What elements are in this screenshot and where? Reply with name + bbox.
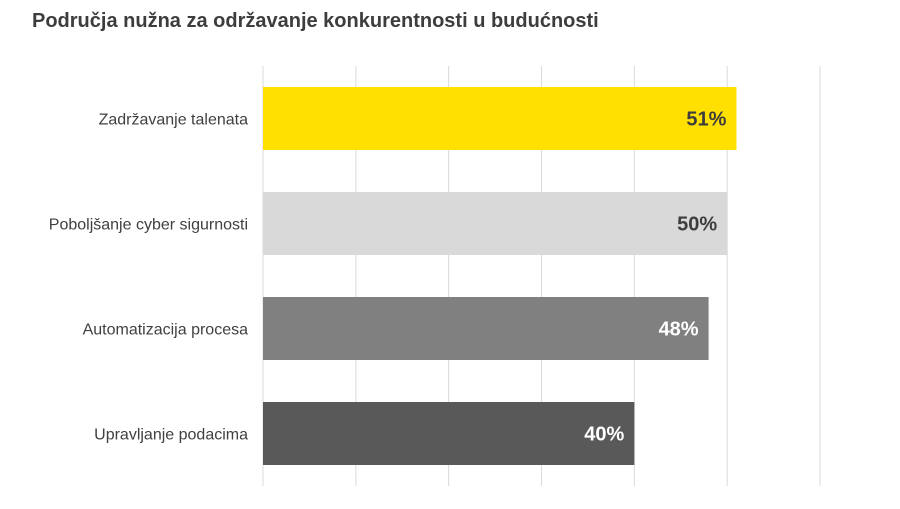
data-label: 50%	[677, 214, 717, 236]
chart-title: Područja nužna za održavanje konkurentno…	[32, 10, 599, 32]
category-label: Upravljanje podacima	[94, 427, 248, 444]
bar	[263, 192, 728, 255]
bar	[263, 402, 635, 465]
bar	[263, 297, 709, 360]
category-label: Automatizacija procesa	[83, 322, 249, 339]
category-label: Zadržavanje talenata	[99, 112, 249, 129]
labels: Zadržavanje talenata 51% Poboljšanje cyber…	[49, 109, 727, 446]
category-label: Poboljšanje cyber sigurnosti	[49, 217, 248, 234]
data-label: 51%	[686, 109, 726, 131]
bar	[263, 87, 737, 150]
data-label: 48%	[659, 319, 699, 341]
bars	[263, 87, 737, 465]
data-label: 40%	[584, 424, 624, 446]
